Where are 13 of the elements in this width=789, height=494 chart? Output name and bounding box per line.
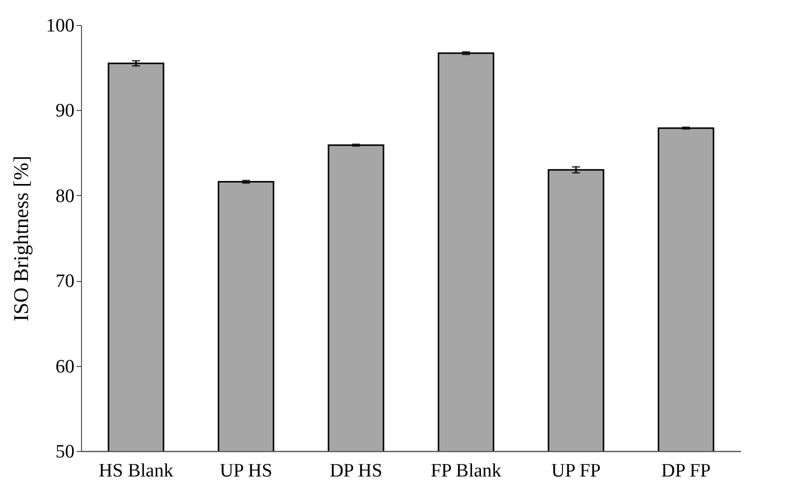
x-tick-label: UP FP [551,460,601,482]
y-tick-label: 60 [56,356,74,378]
x-tick-label: FP Blank [430,460,502,482]
y-tick-label: 100 [46,16,74,36]
x-tick-label: DP HS [330,460,382,482]
x-tick-label: UP HS [220,460,272,482]
x-tick-label: DP FP [661,460,711,482]
x-tick-label: HS Blank [98,460,174,482]
y-tick-label: 70 [56,271,74,292]
y-tick-label: 90 [56,100,74,122]
y-tick-label: 80 [56,186,74,207]
y-axis-title: ISO Brightness [%] [9,156,33,322]
y-tick-label: 50 [56,442,74,462]
